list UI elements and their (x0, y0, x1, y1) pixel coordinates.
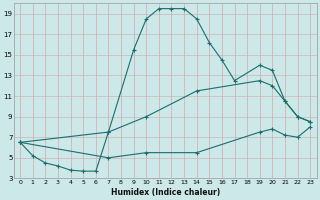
X-axis label: Humidex (Indice chaleur): Humidex (Indice chaleur) (111, 188, 220, 197)
